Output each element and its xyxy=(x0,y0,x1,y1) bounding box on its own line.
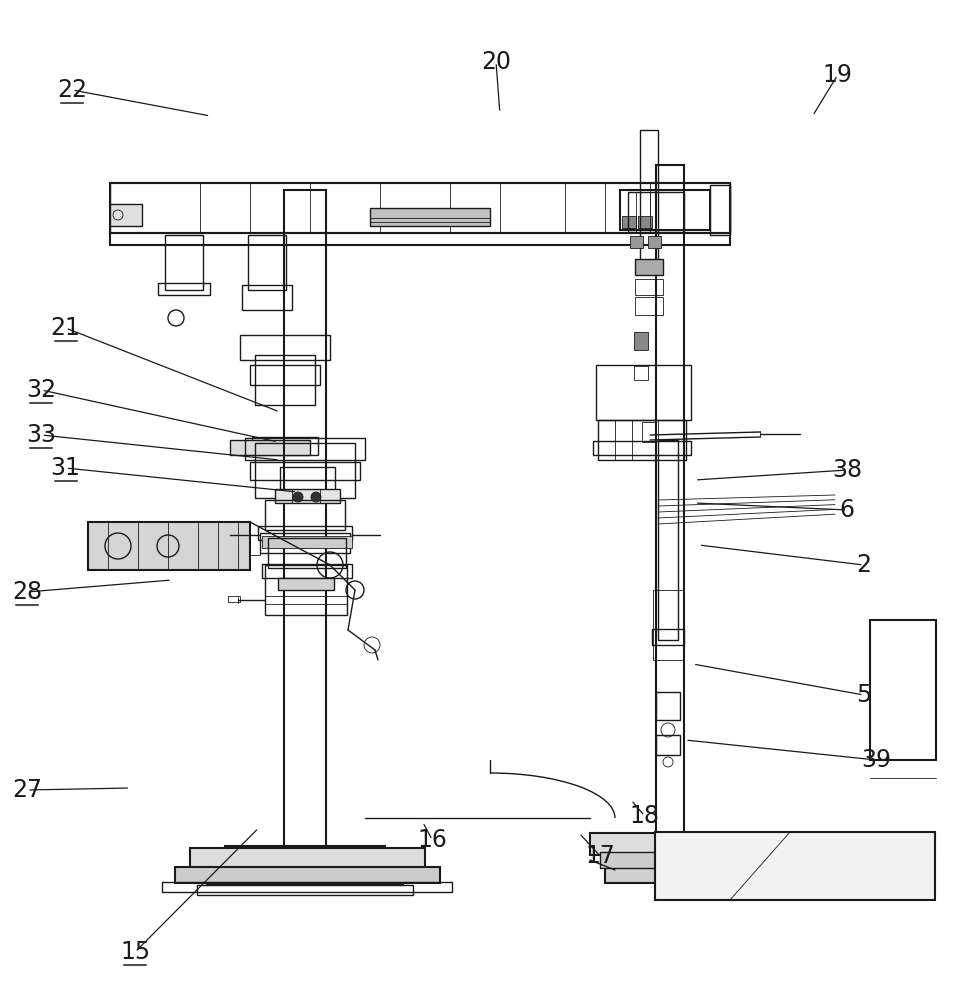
Bar xyxy=(197,885,413,895)
Bar xyxy=(110,204,142,226)
Bar xyxy=(252,437,318,455)
Bar xyxy=(656,165,684,855)
Bar xyxy=(250,535,260,555)
Bar xyxy=(278,578,334,590)
Bar xyxy=(260,533,350,553)
Text: 19: 19 xyxy=(823,63,852,87)
Text: 18: 18 xyxy=(629,804,660,828)
Text: 27: 27 xyxy=(12,778,42,802)
Bar xyxy=(656,692,680,720)
Bar xyxy=(870,620,936,760)
Bar xyxy=(245,438,365,460)
Text: 31: 31 xyxy=(51,456,80,480)
Bar xyxy=(248,235,286,290)
Bar xyxy=(710,185,730,235)
Text: 21: 21 xyxy=(51,316,80,340)
Bar xyxy=(262,536,352,548)
Text: 32: 32 xyxy=(26,378,57,402)
Bar xyxy=(258,526,352,540)
Bar xyxy=(162,882,452,892)
Bar xyxy=(630,236,643,248)
Text: 22: 22 xyxy=(57,78,88,102)
Text: 38: 38 xyxy=(832,458,863,482)
Bar xyxy=(190,848,425,870)
Bar xyxy=(265,565,347,615)
Bar xyxy=(280,467,335,495)
Bar xyxy=(648,236,661,248)
Bar xyxy=(596,365,691,420)
Text: 15: 15 xyxy=(120,940,151,964)
Bar xyxy=(370,208,490,226)
Bar xyxy=(268,538,346,568)
Bar xyxy=(653,590,683,660)
Circle shape xyxy=(293,492,303,502)
Bar xyxy=(228,596,240,602)
Bar xyxy=(255,443,355,498)
Bar xyxy=(598,420,686,460)
Bar xyxy=(618,848,722,870)
Bar xyxy=(110,183,730,233)
Bar xyxy=(230,440,310,455)
Circle shape xyxy=(311,492,321,502)
Bar xyxy=(642,422,656,442)
Bar xyxy=(158,283,210,295)
Bar xyxy=(593,441,691,455)
Bar xyxy=(600,852,930,868)
Bar xyxy=(88,522,250,570)
Text: 6: 6 xyxy=(840,498,855,522)
Bar xyxy=(638,216,652,228)
Bar xyxy=(284,190,326,870)
Bar xyxy=(628,192,684,232)
Bar xyxy=(658,440,678,640)
Bar xyxy=(265,500,345,530)
Bar xyxy=(207,867,403,885)
Text: 2: 2 xyxy=(856,553,871,577)
Text: 39: 39 xyxy=(861,748,892,772)
Bar xyxy=(622,216,636,228)
Text: 28: 28 xyxy=(12,580,42,604)
Text: 33: 33 xyxy=(26,423,57,447)
Bar xyxy=(250,462,360,480)
Bar xyxy=(635,259,663,275)
Bar xyxy=(640,130,658,270)
Bar xyxy=(605,867,735,883)
Bar xyxy=(620,190,710,230)
Bar xyxy=(634,366,648,380)
Bar xyxy=(165,235,203,290)
Bar xyxy=(225,846,385,870)
Bar xyxy=(250,365,320,385)
Bar xyxy=(110,233,730,245)
Bar xyxy=(262,564,352,578)
Text: 20: 20 xyxy=(481,50,511,74)
Bar xyxy=(634,332,648,350)
Bar xyxy=(635,297,663,315)
Text: 17: 17 xyxy=(586,844,615,868)
Bar xyxy=(275,489,340,503)
Bar xyxy=(242,285,292,310)
Bar xyxy=(240,335,330,360)
Text: 5: 5 xyxy=(856,683,871,707)
Bar xyxy=(656,735,680,755)
Bar xyxy=(655,832,935,900)
Bar xyxy=(590,833,935,855)
Bar xyxy=(635,279,663,295)
Bar xyxy=(255,355,315,405)
Text: 16: 16 xyxy=(418,828,447,852)
Bar xyxy=(175,867,440,883)
Bar xyxy=(652,629,684,645)
